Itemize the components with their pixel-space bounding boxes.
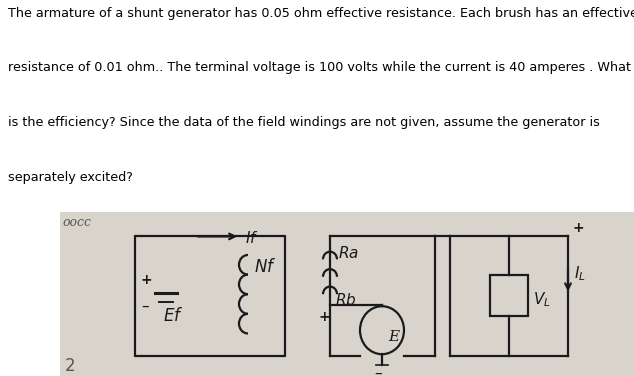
Text: separately excited?: separately excited? [8,171,133,183]
Text: $Rb$: $Rb$ [335,292,356,308]
Text: $Nf$: $Nf$ [254,258,276,276]
Text: is the efficiency? Since the data of the field windings are not given, assume th: is the efficiency? Since the data of the… [8,116,600,129]
Text: +: + [572,221,584,235]
Text: $If$: $If$ [245,230,259,246]
Text: $I_L$: $I_L$ [574,264,586,283]
Text: +: + [141,273,153,287]
Text: 2: 2 [65,356,75,374]
Text: –: – [141,299,148,314]
Text: E: E [388,330,399,344]
Text: $Ef$: $Ef$ [163,308,183,326]
Bar [490,274,528,316]
Text: $V_L$: $V_L$ [533,290,551,309]
Text: –: – [374,366,382,376]
Text: $Ra$: $Ra$ [338,245,359,261]
Text: resistance of 0.01 ohm.. The terminal voltage is 100 volts while the current is : resistance of 0.01 ohm.. The terminal vo… [8,61,631,74]
Text: oocc: oocc [62,215,91,229]
Text: +: + [318,311,330,324]
Text: The armature of a shunt generator has 0.05 ohm effective resistance. Each brush : The armature of a shunt generator has 0.… [8,7,634,20]
